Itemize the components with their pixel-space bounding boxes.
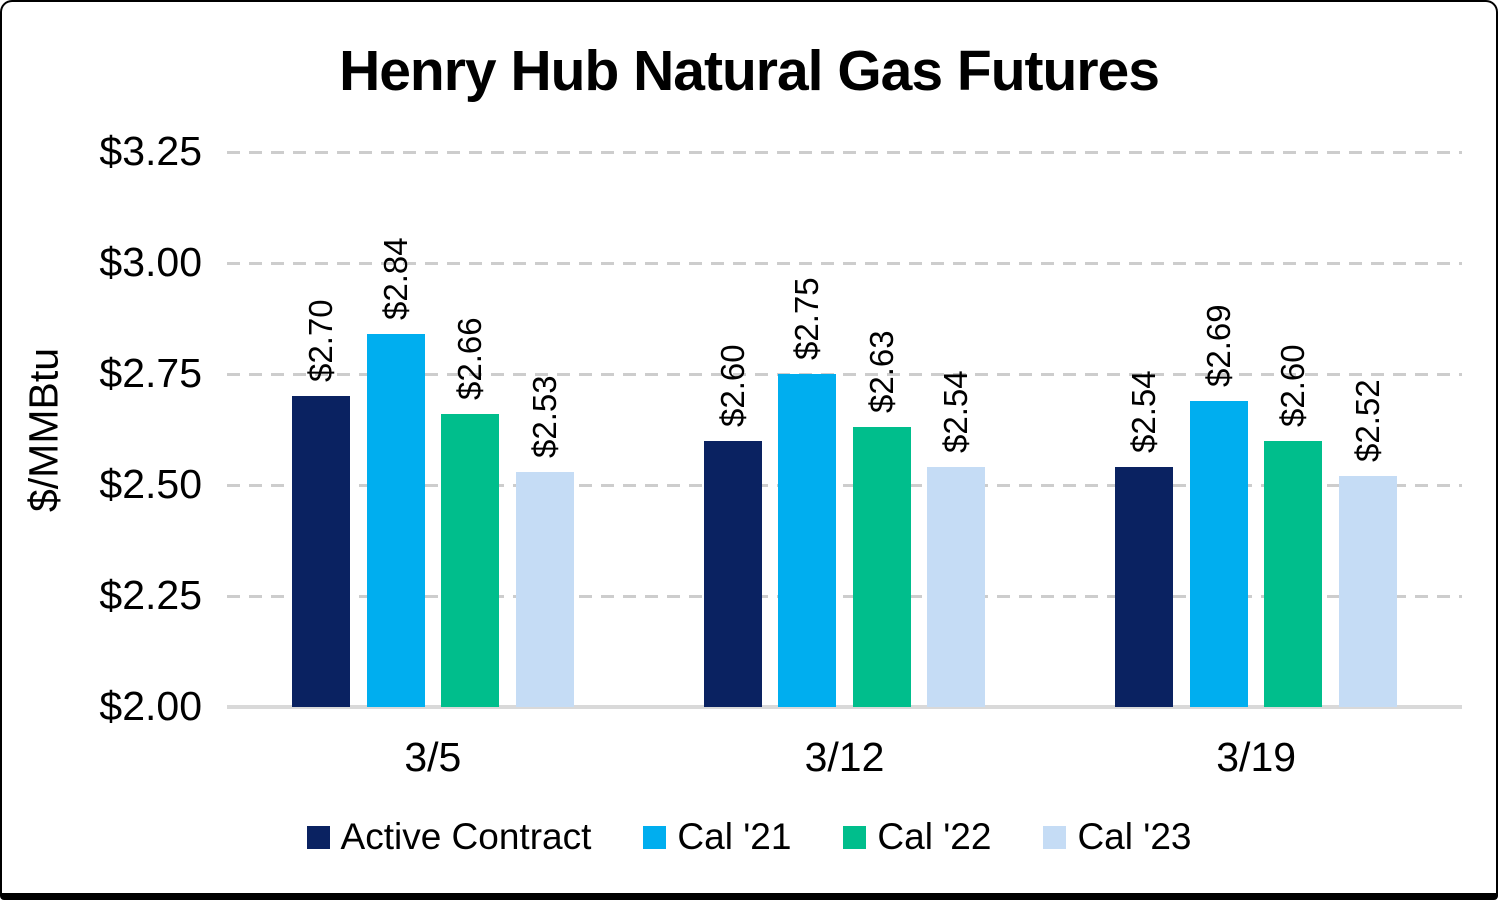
y-tick-label: $2.00 — [99, 683, 202, 729]
x-category-label: 3/5 — [404, 734, 462, 780]
bar-value-label: $2.69 — [1199, 304, 1237, 387]
legend-item-active-contract: Active Contract — [306, 816, 592, 858]
legend-item-cal-21: Cal '21 — [643, 816, 791, 858]
y-tick-label: $2.25 — [99, 572, 202, 618]
legend-label: Active Contract — [340, 816, 592, 857]
bar-cal-21-3-12 — [778, 374, 837, 707]
chart-title: Henry Hub Natural Gas Futures — [339, 39, 1160, 103]
legend-item-cal-22: Cal '22 — [843, 816, 991, 858]
bar-value-label: $2.84 — [376, 237, 414, 321]
y-axis-tick-labels: $3.25 $3.00 $2.75 $2.50 $2.25 $2.00 — [42, 128, 202, 729]
x-axis-labels: 3/5 3/12 3/19 — [227, 734, 1462, 794]
bar-value-label: $2.53 — [525, 375, 563, 458]
bar-value-label: $2.75 — [788, 277, 826, 360]
legend-swatch-icon — [1043, 825, 1067, 849]
x-category-label: 3/19 — [1216, 734, 1297, 780]
bar-active-contract-3-19 — [1115, 467, 1174, 707]
bar-cal-21-3-5 — [366, 334, 425, 707]
bar-cal-23-3-19 — [1338, 476, 1397, 707]
legend-swatch-icon — [643, 825, 667, 849]
bar-value-label: $2.63 — [862, 330, 900, 414]
legend-swatch-icon — [843, 825, 867, 849]
gridline — [227, 150, 1462, 154]
x-axis-line — [227, 705, 1462, 709]
bar-cal-21-3-19 — [1189, 400, 1248, 707]
bar-cal-23-3-5 — [515, 471, 574, 707]
bar-value-label: $2.66 — [451, 317, 489, 400]
x-category-label: 3/12 — [804, 734, 885, 780]
y-tick-label: $2.50 — [99, 461, 202, 507]
gridline — [227, 372, 1462, 376]
bar-value-label: $2.60 — [713, 344, 751, 427]
bar-cal-22-3-12 — [852, 427, 911, 707]
bar-active-contract-3-5 — [292, 396, 351, 707]
bar-value-label: $2.54 — [1125, 370, 1163, 454]
legend-label: Cal '23 — [1077, 816, 1192, 857]
legend-label: Cal '21 — [677, 816, 792, 857]
bar-cal-22-3-19 — [1264, 440, 1323, 707]
bar-value-label: $2.52 — [1348, 379, 1386, 463]
gridline — [227, 594, 1462, 598]
gridline — [227, 261, 1462, 265]
bar-value-label: $2.60 — [1274, 344, 1312, 427]
bar-cal-22-3-5 — [441, 413, 500, 707]
y-tick-label: $3.00 — [99, 239, 202, 285]
bar-active-contract-3-12 — [703, 440, 762, 707]
legend: Active Contract Cal '21 Cal '22 Cal '23 — [2, 816, 1496, 858]
y-tick-label: $2.75 — [99, 350, 202, 396]
y-tick-label: $3.25 — [99, 128, 202, 174]
bar-value-label: $2.54 — [937, 370, 975, 454]
plot-area: $2.70 $2.84 $2.66 $2.53 $2.60 $2.75 $2.63 $2.54… — [227, 150, 1462, 709]
gridline — [227, 483, 1462, 487]
legend-label: Cal '22 — [877, 816, 992, 857]
bar-value-label: $2.70 — [302, 299, 340, 383]
legend-swatch-icon — [306, 825, 330, 849]
legend-item-cal-23: Cal '23 — [1043, 816, 1191, 858]
bar-cal-23-3-12 — [927, 467, 986, 707]
